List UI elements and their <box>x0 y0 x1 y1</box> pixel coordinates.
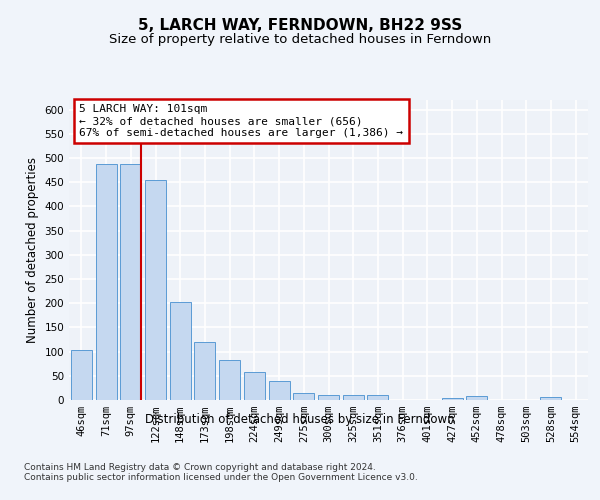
Text: 5 LARCH WAY: 101sqm
← 32% of detached houses are smaller (656)
67% of semi-detac: 5 LARCH WAY: 101sqm ← 32% of detached ho… <box>79 104 403 138</box>
Bar <box>244 372 265 400</box>
Bar <box>219 360 240 400</box>
Y-axis label: Number of detached properties: Number of detached properties <box>26 157 39 343</box>
Bar <box>541 397 562 400</box>
Bar <box>194 342 215 400</box>
Bar <box>95 164 116 400</box>
Bar <box>343 395 364 400</box>
Bar <box>466 396 487 400</box>
Bar <box>318 394 339 400</box>
Bar <box>367 395 388 400</box>
Bar <box>145 180 166 400</box>
Bar <box>71 350 92 400</box>
Bar <box>269 380 290 400</box>
Text: Contains HM Land Registry data © Crown copyright and database right 2024.
Contai: Contains HM Land Registry data © Crown c… <box>24 462 418 482</box>
Bar <box>170 302 191 400</box>
Text: Distribution of detached houses by size in Ferndown: Distribution of detached houses by size … <box>145 412 455 426</box>
Bar <box>442 398 463 400</box>
Text: 5, LARCH WAY, FERNDOWN, BH22 9SS: 5, LARCH WAY, FERNDOWN, BH22 9SS <box>138 18 462 32</box>
Bar <box>120 164 141 400</box>
Bar <box>293 392 314 400</box>
Text: Size of property relative to detached houses in Ferndown: Size of property relative to detached ho… <box>109 32 491 46</box>
